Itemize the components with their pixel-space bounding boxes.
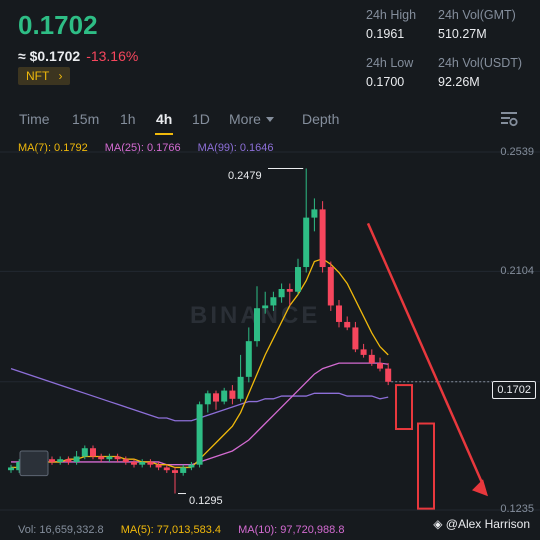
- candle-body-36: [303, 217, 310, 268]
- annotation-box-2: [417, 422, 435, 510]
- ma7-label: MA(7): 0.1792: [18, 142, 88, 154]
- last-price: 0.1702: [18, 10, 98, 40]
- candle-body-30: [254, 308, 260, 342]
- candle-body-1: [16, 461, 23, 471]
- candle-body-0: [8, 467, 14, 471]
- vol-usdt-label: 24h Vol(USDT): [438, 56, 523, 70]
- candle-body-33: [278, 288, 285, 298]
- candle-body-22: [188, 464, 195, 468]
- tab-1h[interactable]: 1h: [120, 111, 136, 127]
- candlestick-chart[interactable]: [0, 150, 540, 520]
- candle-body-10: [90, 448, 96, 457]
- approx-usd-price: ≈ $0.1702 -13.16%: [18, 48, 138, 64]
- candle-body-14: [122, 459, 129, 462]
- candle-body-46: [385, 368, 392, 382]
- author-credit: ◈ @Alex Harrison: [433, 517, 530, 531]
- candle-body-24: [204, 393, 211, 405]
- author-credit-text: @Alex Harrison: [445, 517, 530, 531]
- candle-body-32: [270, 297, 277, 306]
- vol-ma5-label: MA(5): 77,013,583.4: [120, 524, 221, 536]
- candle-body-26: [221, 390, 228, 402]
- axis-label-top: 0.2539: [500, 146, 534, 158]
- diamond-icon: ◈: [433, 517, 443, 531]
- current-price-tag: 0.1702: [492, 381, 536, 399]
- candle-body-28: [237, 376, 244, 399]
- category-tag[interactable]: NFT ›: [18, 67, 71, 85]
- binance-watermark: BINANCE: [190, 302, 320, 330]
- candle-body-27: [229, 390, 236, 399]
- tab-more[interactable]: More: [229, 111, 274, 127]
- low-annotation: 0.1295: [189, 495, 223, 507]
- candle-body-34: [286, 288, 293, 292]
- tab-time[interactable]: Time: [19, 111, 50, 127]
- candle-body-12: [106, 456, 113, 460]
- annotation-arrow-head: [472, 479, 488, 497]
- candle-body-17: [147, 461, 154, 465]
- candle-body-42: [352, 327, 359, 350]
- annotation-arrow-shaft: [366, 222, 486, 488]
- candle-body-43: [360, 349, 367, 355]
- high-value: 0.1961: [366, 27, 405, 41]
- candle-body-16: [139, 461, 146, 465]
- candle-body-21: [180, 467, 187, 473]
- annotation-box-1: [395, 384, 413, 431]
- candle-body-37: [311, 209, 318, 218]
- chart-settings-icon[interactable]: [500, 110, 518, 128]
- vol-usdt-value: 92.26M: [438, 75, 480, 89]
- category-tag-label: NFT: [26, 69, 50, 83]
- axis-label-mid: 0.2104: [500, 265, 534, 277]
- candle-body-20: [172, 470, 178, 473]
- vol-ma10-label: MA(10): 97,720,988.8: [238, 524, 345, 536]
- candle-body-7: [65, 459, 72, 462]
- candle-body-8: [73, 456, 80, 462]
- caret-down-icon: [265, 117, 274, 122]
- candle-body-44: [368, 354, 375, 364]
- vol-label: Vol: 16,659,332.8: [18, 524, 104, 536]
- tab-15m[interactable]: 15m: [72, 111, 100, 127]
- candle-body-6: [57, 459, 64, 462]
- low-label: 24h Low: [366, 56, 414, 70]
- ma25-label: MA(25): 0.1766: [104, 142, 181, 154]
- approx-usd-value: ≈ $0.1702: [18, 48, 81, 64]
- candle-body-18: [155, 464, 162, 468]
- candle-body-11: [98, 456, 105, 460]
- candle-body-25: [213, 393, 219, 402]
- candle-body-35: [295, 267, 301, 292]
- candle-body-29: [245, 341, 252, 377]
- tab-more-label: More: [229, 111, 261, 127]
- vol-gmt-value: 510.27M: [438, 27, 487, 41]
- chevron-right-icon: ›: [58, 69, 63, 83]
- tab-4h[interactable]: 4h: [154, 111, 174, 135]
- low-value: 0.1700: [366, 75, 405, 89]
- vol-gmt-label: 24h Vol(GMT): [438, 8, 516, 22]
- candle-body-23: [196, 404, 203, 465]
- tab-depth[interactable]: Depth: [302, 111, 340, 127]
- volume-legend: Vol: 16,659,332.8 MA(5): 77,013,583.4 MA…: [18, 524, 358, 536]
- candle-body-38: [319, 209, 326, 268]
- interval-tabs: Time 15m 1h 4h 1D More Depth: [0, 108, 540, 135]
- candle-body-41: [344, 321, 351, 328]
- drawing-tool-button: [19, 450, 49, 477]
- candle-body-40: [336, 305, 342, 322]
- change-percent: -13.16%: [86, 48, 139, 64]
- candle-body-5: [49, 459, 55, 462]
- high-annotation: 0.2479: [228, 170, 262, 182]
- high-label: 24h High: [366, 8, 417, 22]
- candle-body-15: [131, 461, 137, 465]
- ma99-label: MA(99): 0.1646: [197, 142, 274, 154]
- ma-legend: MA(7): 0.1792 MA(25): 0.1766 MA(99): 0.1…: [18, 142, 287, 154]
- candle-body-19: [163, 467, 170, 471]
- tab-1d[interactable]: 1D: [192, 111, 210, 127]
- axis-label-bottom: 0.1235: [500, 503, 534, 515]
- candle-body-13: [114, 456, 121, 460]
- candle-body-9: [81, 448, 88, 457]
- candle-body-39: [327, 267, 334, 306]
- candle-body-31: [262, 305, 269, 309]
- candle-body-45: [377, 363, 383, 369]
